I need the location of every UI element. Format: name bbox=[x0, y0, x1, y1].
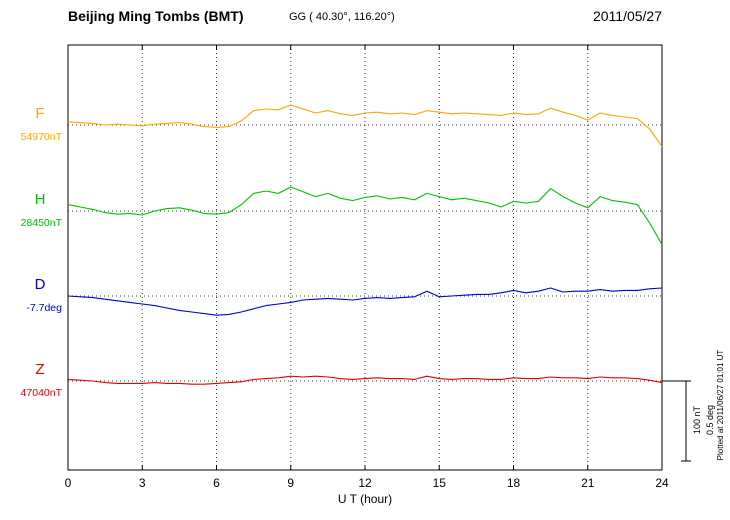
x-tick-label-15: 15 bbox=[432, 476, 446, 490]
x-tick-label-12: 12 bbox=[358, 476, 372, 490]
scale-bar-label: 100 nT 0.5 deg bbox=[691, 375, 717, 465]
trace-F bbox=[67, 104, 663, 147]
series-letter-H: H bbox=[34, 191, 46, 208]
plot-date: 2011/05/27 bbox=[592, 8, 662, 24]
station-coords: GG ( 40.30°, 116.20°) bbox=[289, 11, 395, 23]
x-tick-label-0: 0 bbox=[64, 476, 72, 490]
x-tick-label-18: 18 bbox=[506, 476, 521, 490]
plotted-at-note: Plotted at 2011/06/27 01:01 UT bbox=[716, 349, 725, 461]
x-tick-label-3: 3 bbox=[138, 476, 146, 490]
plot-border bbox=[67, 44, 663, 471]
trace-Z bbox=[67, 375, 663, 385]
series-baseline-value-F: 54970nT bbox=[20, 131, 62, 143]
series-letter-D: D bbox=[34, 276, 46, 293]
series-letter-F: F bbox=[35, 105, 45, 122]
scale-bar-nt-label: 100 nT bbox=[692, 405, 702, 435]
x-tick-label-6: 6 bbox=[213, 476, 220, 490]
x-tick-label-9: 9 bbox=[287, 476, 295, 490]
series-baseline-value-D: -7.7deg bbox=[26, 302, 62, 314]
x-tick-label-24: 24 bbox=[655, 476, 669, 490]
series-letter-Z: Z bbox=[35, 361, 45, 378]
x-axis-label: U T (hour) bbox=[337, 492, 393, 506]
station-title: Beijing Ming Tombs (BMT) bbox=[68, 8, 244, 24]
x-tick-label-21: 21 bbox=[581, 476, 595, 490]
series-baseline-value-Z: 47040nT bbox=[20, 387, 62, 399]
trace-D bbox=[67, 287, 663, 316]
series-baseline-value-H: 28450nT bbox=[20, 217, 62, 229]
trace-H bbox=[67, 186, 663, 245]
